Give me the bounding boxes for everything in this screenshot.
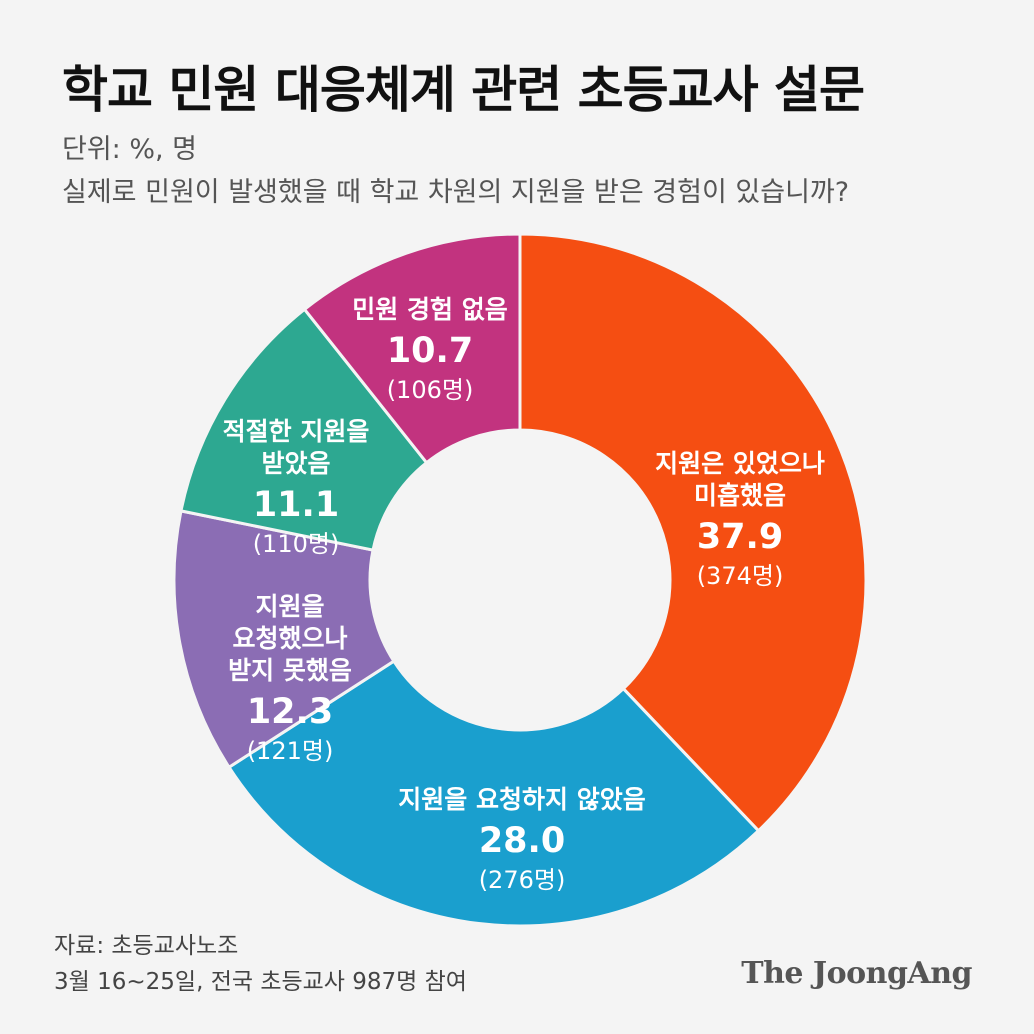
slice-value-label: 10.7: [387, 331, 473, 371]
slice-count-label: (121명): [247, 737, 334, 765]
slice-label: 받았음: [261, 449, 330, 478]
donut-slice: [302, 232, 522, 465]
slice-value-label: 28.0: [479, 821, 565, 861]
source-label: 자료: 초등교사노조: [54, 933, 239, 959]
slice-label: 지원을 요청하지 않았음: [398, 785, 645, 814]
slice-value-label: 11.1: [253, 485, 339, 525]
slice-label: 받지 못했음: [228, 656, 352, 685]
survey-period-label: 3월 16~25일, 전국 초등교사 987명 참여: [54, 969, 467, 995]
slice-value-label: 12.3: [247, 692, 333, 732]
slice-count-label: (110명): [253, 530, 340, 558]
donut-slice: [172, 509, 396, 770]
donut-slice: [226, 659, 761, 928]
slice-label: 지원은 있었으나: [655, 449, 825, 478]
unit-label: 단위: %, 명: [62, 134, 198, 165]
slice-label: 지원을: [255, 592, 324, 621]
slice-count-label: (106명): [387, 376, 474, 404]
survey-question: 실제로 민원이 발생했을 때 학교 차원의 지원을 받은 경험이 있습니까?: [62, 177, 850, 208]
slice-label: 요청했으나: [232, 624, 347, 653]
chart-title: 학교 민원 대응체계 관련 초등교사 설문: [62, 61, 865, 119]
slice-count-label: (276명): [479, 866, 566, 894]
joongang-logo: The JoongAng: [741, 956, 972, 991]
donut-slice: [518, 232, 868, 833]
slice-count-label: (374명): [697, 562, 784, 590]
slice-label: 미흡했음: [694, 481, 786, 510]
slice-label: 민원 경험 없음: [352, 295, 507, 324]
donut-slice: [179, 307, 429, 552]
slice-value-label: 37.9: [697, 517, 783, 557]
slice-label: 적절한 지원을: [223, 417, 370, 446]
